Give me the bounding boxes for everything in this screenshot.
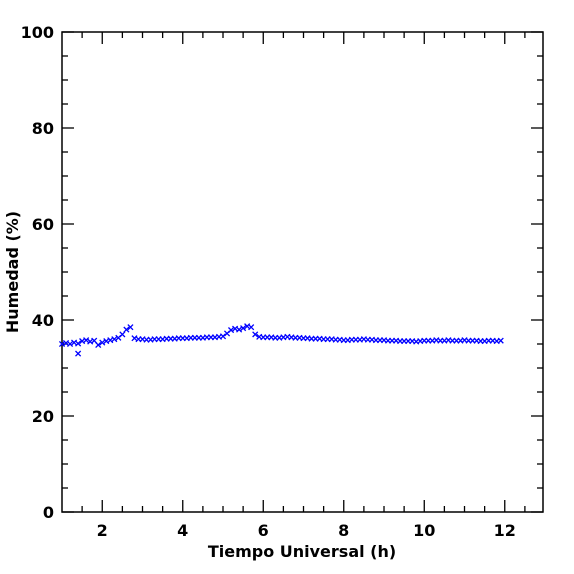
x-tick-label: 6 [258, 521, 269, 540]
y-tick-label: 60 [32, 215, 54, 234]
point [497, 337, 504, 344]
x-tick-label: 4 [177, 521, 188, 540]
point [127, 324, 134, 331]
y-tick-label: 0 [43, 503, 54, 522]
point [252, 331, 259, 338]
point [240, 325, 247, 332]
y-tick-label: 100 [21, 23, 54, 42]
plot-frame [61, 31, 544, 513]
y-axis-label: Humedad (%) [3, 211, 22, 333]
x-tick-label: 2 [97, 521, 108, 540]
point [236, 326, 243, 333]
x-axis-label: Tiempo Universal (h) [208, 542, 396, 561]
point [248, 324, 255, 331]
point [119, 331, 126, 338]
point [123, 326, 130, 333]
point [66, 340, 74, 348]
x-tick-label: 12 [494, 521, 516, 540]
x-tick-label: 8 [338, 521, 349, 540]
y-tick-label: 20 [32, 407, 54, 426]
point [219, 333, 227, 340]
point [95, 341, 102, 349]
point [227, 327, 235, 334]
x-tick-label: 10 [413, 521, 435, 540]
point [83, 337, 90, 344]
point [75, 350, 82, 357]
point [75, 340, 82, 347]
point [99, 339, 106, 346]
y-tick-label: 80 [32, 119, 54, 138]
point [111, 336, 118, 343]
y-tick-label: 40 [32, 311, 54, 330]
